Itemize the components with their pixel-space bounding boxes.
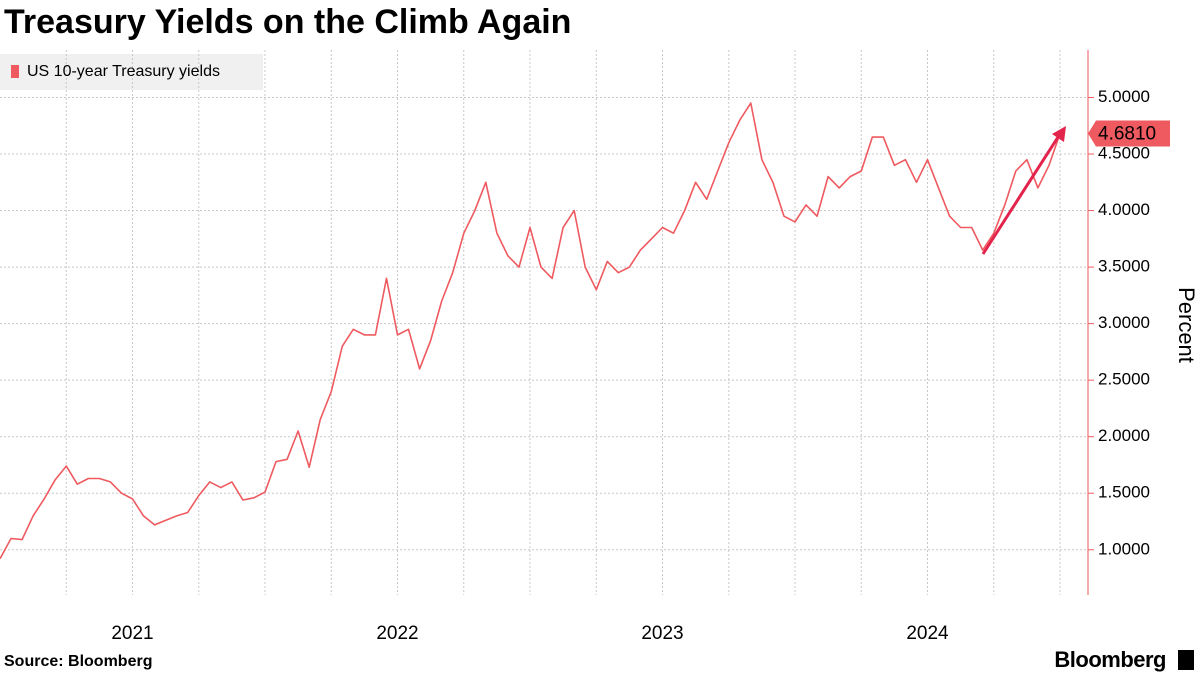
series	[0, 102, 1061, 560]
annotation-arrow	[981, 133, 1062, 255]
x-tick-label: 2021	[111, 623, 153, 644]
brand-icon	[1178, 650, 1194, 670]
y-tick-label: 5.0000	[1098, 87, 1150, 106]
series-line	[0, 102, 1061, 560]
x-tick-label: 2023	[641, 623, 683, 644]
y-tick-label: 4.5000	[1098, 144, 1150, 163]
y-axis-title: Percent	[1174, 287, 1199, 363]
y-tick-label: 3.5000	[1098, 257, 1150, 276]
legend-box	[0, 54, 263, 90]
x-tick-label: 2022	[376, 623, 418, 644]
arrow-head	[1052, 126, 1066, 142]
value-label-box	[1088, 120, 1170, 147]
y-tick-label: 2.0000	[1098, 426, 1150, 445]
y-tick-label: 1.0000	[1098, 539, 1150, 558]
legend-label: US 10-year Treasury yields	[27, 63, 220, 80]
y-tick-label: 2.5000	[1098, 370, 1150, 389]
y-tick-label: 4.0000	[1098, 200, 1150, 219]
y-tick-label: 1.5000	[1098, 483, 1150, 502]
legend-swatch	[11, 65, 19, 78]
value-label: 4.6810	[1098, 124, 1156, 145]
x-tick-label: 2024	[906, 623, 949, 644]
brand: Bloomberg	[1054, 647, 1166, 672]
chart-title: Treasury Yields on the Climb Again	[4, 3, 571, 41]
source: Source: Bloomberg	[4, 653, 152, 670]
grid	[0, 50, 1088, 595]
y-tick-label: 3.0000	[1098, 313, 1150, 332]
